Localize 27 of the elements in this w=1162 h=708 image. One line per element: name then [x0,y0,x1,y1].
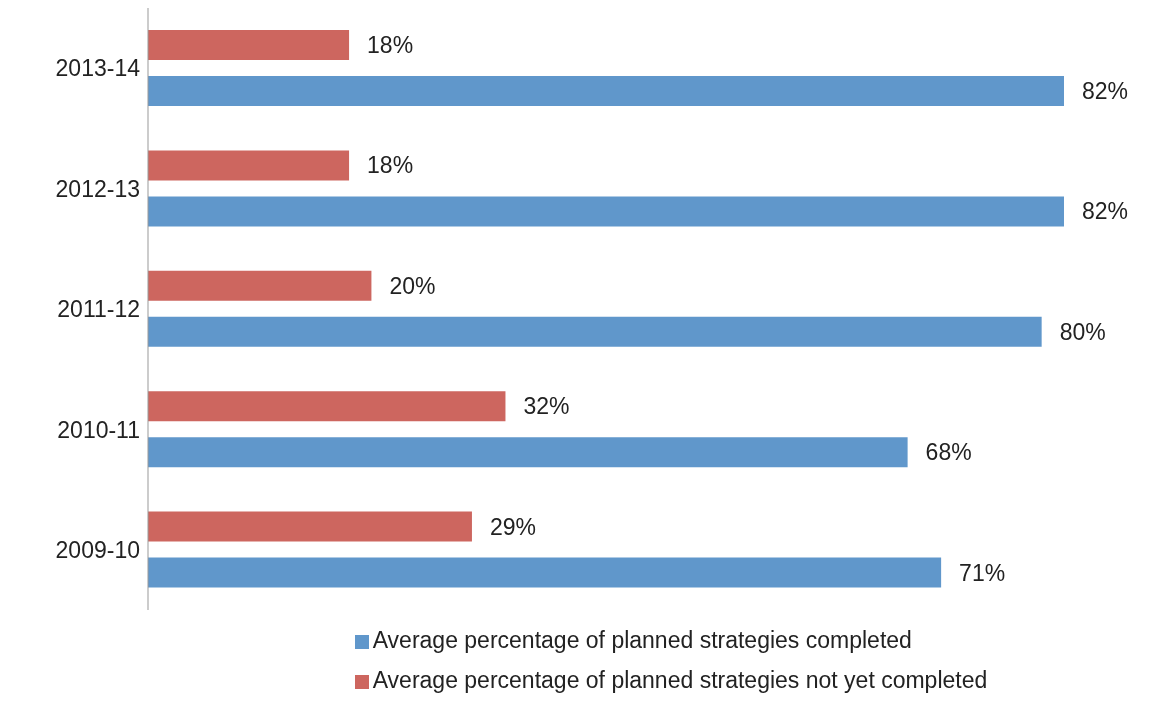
y-tick-label: 2010-11 [57,416,140,443]
bar [148,270,372,301]
data-label: 82% [1082,78,1129,105]
data-label: 71% [959,559,1006,586]
y-tick-label: 2011-12 [57,296,140,323]
legend-label: Average percentage of planned strategies completed [372,627,912,653]
bar [148,437,908,468]
data-label: 20% [389,272,436,299]
bar [148,557,942,588]
bar [148,150,350,181]
data-label: 29% [489,513,536,540]
y-tick-label: 2012-13 [55,175,140,202]
data-label: 18% [367,32,414,59]
bar [148,391,506,422]
legend-label: Average percentage of planned strategies not yet completed [372,667,988,693]
bar [148,316,1042,347]
bar [148,76,1064,106]
y-tick-label: 2009-10 [55,536,140,563]
data-label: 82% [1082,198,1129,225]
data-label: 80% [1059,318,1106,345]
data-label: 68% [925,439,972,466]
bar [148,196,1064,227]
bar [148,30,350,60]
data-label: 32% [523,393,570,420]
data-label: 18% [367,152,414,179]
y-tick-label: 2013-14 [55,55,141,82]
bar [148,511,472,542]
